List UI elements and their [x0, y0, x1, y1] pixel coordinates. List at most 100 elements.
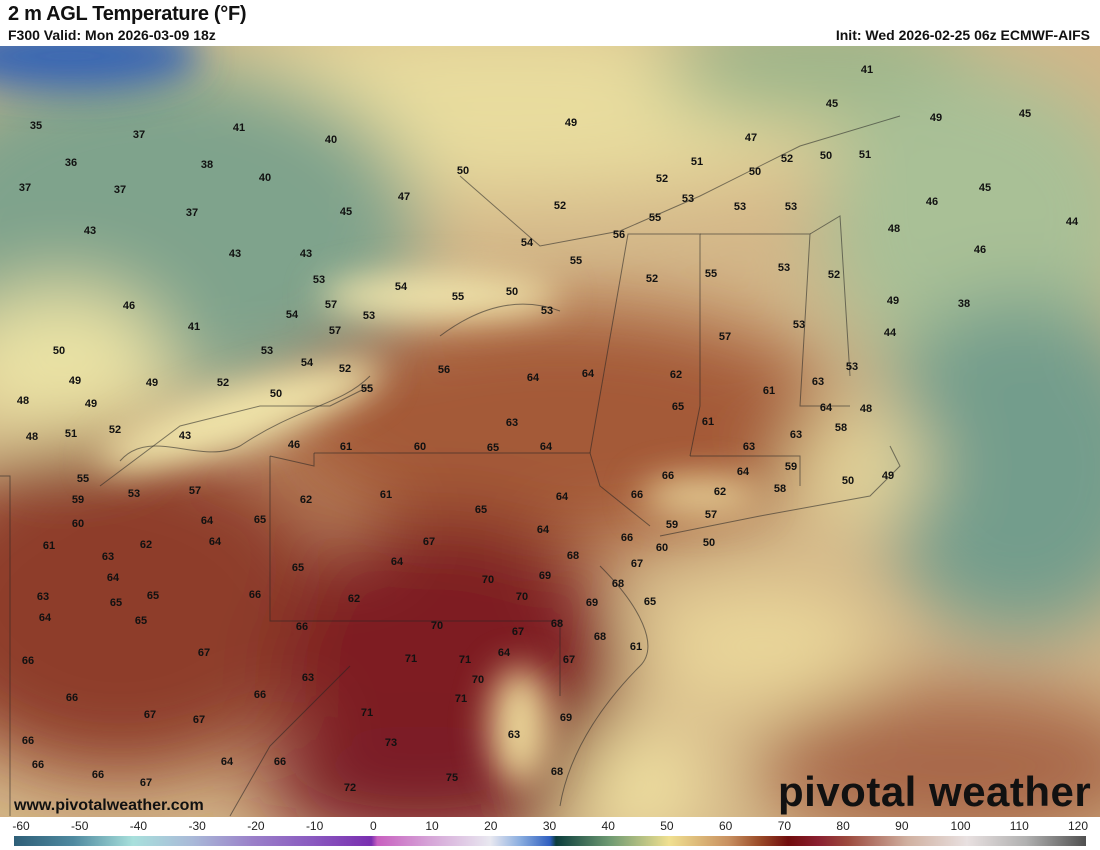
station-value: 64	[201, 515, 214, 527]
station-value: 65	[135, 615, 147, 627]
station-value: 36	[65, 157, 77, 169]
station-value: 57	[719, 331, 731, 343]
station-value: 68	[594, 631, 606, 643]
colorbar-tick: 50	[660, 819, 674, 833]
station-value: 43	[179, 430, 191, 442]
station-value: 37	[19, 182, 31, 194]
station-value: 58	[774, 483, 786, 495]
station-value: 54	[521, 237, 534, 249]
map-title: 2 m AGL Temperature (°F)	[8, 3, 247, 25]
station-value: 46	[926, 196, 938, 208]
station-value: 53	[778, 262, 790, 274]
station-value: 59	[785, 461, 797, 473]
station-value: 61	[763, 385, 775, 397]
colorbar-tick: -40	[129, 819, 148, 833]
station-value: 64	[582, 368, 595, 380]
station-value: 66	[32, 759, 44, 771]
colorbar-tick: 100	[950, 819, 971, 833]
station-value: 64	[209, 536, 222, 548]
station-value: 43	[229, 248, 241, 260]
station-value: 66	[296, 621, 308, 633]
station-value: 48	[888, 223, 900, 235]
station-value: 49	[887, 295, 899, 307]
station-value: 64	[39, 612, 52, 624]
colorbar-tick: -50	[71, 819, 89, 833]
station-value: 49	[69, 375, 81, 387]
temperature-field	[0, 46, 1100, 817]
pivotal-weather-logo: pivotal weather	[778, 768, 1092, 815]
station-value: 49	[882, 470, 894, 482]
station-value: 62	[714, 486, 726, 498]
colorbar-tick: 70	[777, 819, 792, 833]
station-value: 66	[66, 692, 78, 704]
station-value: 65	[254, 514, 266, 526]
colorbar-tick: 90	[895, 819, 909, 833]
station-value: 53	[261, 345, 273, 357]
station-value: 60	[72, 518, 84, 530]
station-value: 55	[649, 212, 661, 224]
station-value: 52	[781, 153, 793, 165]
station-value: 49	[146, 377, 158, 389]
station-value: 65	[475, 504, 487, 516]
station-value: 66	[631, 489, 643, 501]
station-value: 45	[826, 98, 838, 110]
colorbar-tick: 40	[601, 819, 615, 833]
station-value: 48	[860, 403, 872, 415]
station-value: 65	[292, 562, 304, 574]
colorbar-tick: 110	[1009, 819, 1029, 833]
station-value: 50	[457, 165, 469, 177]
station-value: 67	[193, 714, 205, 726]
colorbar-tick: 80	[836, 819, 850, 833]
station-value: 53	[793, 319, 805, 331]
station-value: 48	[17, 395, 29, 407]
station-value: 55	[705, 268, 717, 280]
station-value: 59	[666, 519, 678, 531]
colorbar-tick: -20	[247, 819, 265, 833]
station-value: 64	[540, 441, 553, 453]
station-value: 51	[691, 156, 703, 168]
station-value: 71	[361, 707, 373, 719]
station-value: 66	[274, 756, 286, 768]
colorbar-tick: -30	[188, 819, 206, 833]
station-value: 63	[508, 729, 520, 741]
station-value: 55	[452, 291, 464, 303]
station-value: 63	[790, 429, 802, 441]
station-value: 68	[612, 578, 624, 590]
station-value: 47	[745, 132, 757, 144]
station-value: 67	[423, 536, 435, 548]
station-value: 60	[656, 542, 668, 554]
station-value: 69	[560, 712, 572, 724]
station-values: 35 37 41 40 49 41 45 49 45 36 38 40 50 47 51 52 50 51 50 52…	[17, 64, 1079, 794]
station-value: 57	[329, 325, 341, 337]
station-value: 49	[85, 398, 97, 410]
station-value: 53	[541, 305, 553, 317]
station-value: 70	[472, 674, 484, 686]
station-value: 53	[128, 488, 140, 500]
station-value: 40	[259, 172, 271, 184]
station-value: 53	[846, 361, 858, 373]
colorbar-labels: -60 -50 -40 -30 -20 -10 0 10 20 30 40 50 60 70 80 90 100…	[0, 819, 1100, 835]
station-value: 52	[217, 377, 229, 389]
colorbar-tick: -10	[305, 819, 324, 833]
site-url[interactable]: www.pivotalweather.com	[14, 797, 204, 814]
station-value: 64	[537, 524, 550, 536]
colorbar-tick: 20	[484, 819, 498, 833]
station-value: 48	[26, 431, 38, 443]
station-value: 75	[446, 772, 458, 784]
colorbar-tick: 10	[425, 819, 439, 833]
station-value: 64	[221, 756, 234, 768]
station-value: 45	[979, 182, 991, 194]
station-value: 67	[563, 654, 575, 666]
station-value: 66	[22, 735, 34, 747]
colorbar-tick: 60	[718, 819, 733, 833]
station-value: 66	[249, 589, 261, 601]
station-value: 62	[140, 539, 152, 551]
station-value: 56	[438, 364, 450, 376]
station-value: 54	[301, 357, 314, 369]
station-value: 53	[363, 310, 375, 322]
station-value: 54	[395, 281, 408, 293]
station-value: 43	[84, 225, 96, 237]
station-value: 61	[702, 416, 714, 428]
station-value: 47	[398, 191, 410, 203]
station-value: 46	[288, 439, 300, 451]
